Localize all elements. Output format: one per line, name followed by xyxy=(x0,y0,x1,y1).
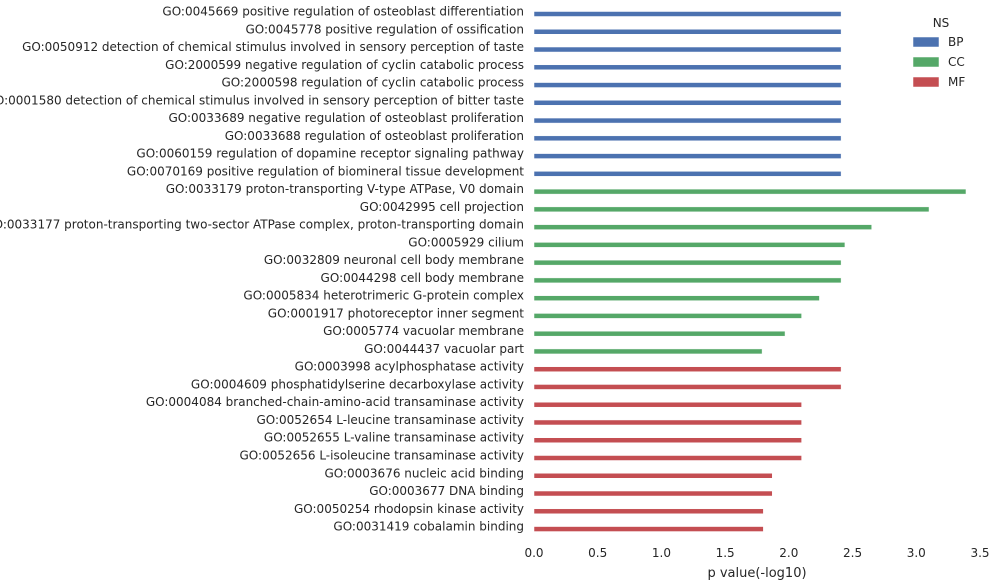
bar-cc xyxy=(533,330,786,337)
bar-mf xyxy=(533,384,842,390)
category-label: GO:0070169 positive regulation of biomin… xyxy=(127,164,524,178)
x-tick-label: 3.0 xyxy=(907,546,926,560)
bar-bp xyxy=(533,64,842,71)
bar-cc xyxy=(533,295,820,301)
bar-cc xyxy=(533,206,930,213)
x-tick-label: 1.5 xyxy=(716,546,735,560)
legend-swatch-bp xyxy=(912,36,940,48)
bar-cc xyxy=(533,277,842,284)
category-label: GO:0003677 DNA binding xyxy=(369,484,524,498)
bar-cc xyxy=(533,188,967,195)
category-label: GO:0050912 detection of chemical stimulu… xyxy=(22,40,524,54)
x-tick-label: 2.5 xyxy=(843,546,862,560)
category-label: GO:0060159 regulation of dopamine recept… xyxy=(136,147,524,161)
bar-bp xyxy=(533,46,842,53)
category-label: GO:0003676 nucleic acid binding xyxy=(324,466,524,480)
category-label: GO:2000599 negative regulation of cyclin… xyxy=(165,58,524,72)
bar-bp xyxy=(533,171,842,177)
legend-swatch-mf xyxy=(912,76,940,88)
bar-bp xyxy=(533,100,842,106)
category-label: GO:0052655 L-valine transaminase activit… xyxy=(264,431,524,445)
legend-label-bp: BP xyxy=(948,35,963,49)
legend-title: NS xyxy=(933,16,950,30)
bar-mf xyxy=(533,437,802,443)
category-label: GO:0004084 branched-chain-amino-acid tra… xyxy=(146,395,524,409)
bar-cc xyxy=(533,313,802,319)
bar-bp xyxy=(533,29,842,35)
bar-cc xyxy=(533,242,846,248)
bar-bp xyxy=(533,82,842,88)
bar-cc xyxy=(533,348,763,355)
bar-bp xyxy=(533,117,842,124)
category-label: GO:0052656 L-isoleucine transaminase act… xyxy=(240,449,525,463)
category-label: GO:0004609 phosphatidylserine decarboxyl… xyxy=(191,377,524,391)
category-label: GO:0005834 heterotrimeric G-protein comp… xyxy=(243,289,524,303)
bar-cc xyxy=(533,224,872,230)
bars-layer xyxy=(533,11,967,532)
category-label: GO:0033688 regulation of osteoblast prol… xyxy=(225,129,524,143)
category-label: GO:0032809 neuronal cell body membrane xyxy=(264,253,524,267)
legend-label-mf: MF xyxy=(948,75,965,89)
category-label: GO:0033177 proton-transporting two-secto… xyxy=(0,218,524,232)
x-tick-label: 1.0 xyxy=(652,546,671,560)
legend-swatch-cc xyxy=(912,56,940,68)
x-tick-label: 0.0 xyxy=(524,546,543,560)
x-axis-label: p value(-log10) xyxy=(707,566,806,581)
category-label: GO:0045669 positive regulation of osteob… xyxy=(162,5,524,19)
bar-bp xyxy=(533,135,842,142)
x-tick-label: 3.5 xyxy=(970,546,989,560)
category-label: GO:0052654 L-leucine transaminase activi… xyxy=(256,413,524,427)
bar-mf xyxy=(533,508,764,515)
category-label: GO:0042995 cell projection xyxy=(360,200,524,214)
category-label: GO:2000598 regulation of cyclin cataboli… xyxy=(221,76,524,90)
category-label: GO:0033179 proton-transporting V-type AT… xyxy=(166,182,524,196)
category-label: GO:0044437 vacuolar part xyxy=(364,342,524,356)
bar-mf xyxy=(533,419,802,426)
bar-mf xyxy=(533,401,802,408)
x-tick-label: 0.5 xyxy=(588,546,607,560)
category-label: GO:0031419 cobalamin binding xyxy=(333,520,524,534)
category-label: GO:0050254 rhodopsin kinase activity xyxy=(294,502,524,516)
category-label: GO:0033689 negative regulation of osteob… xyxy=(168,111,524,125)
bar-mf xyxy=(533,366,842,372)
legend: NS BP CC MF xyxy=(912,16,965,89)
bar-cc xyxy=(533,259,842,266)
bar-mf xyxy=(533,473,773,479)
bar-mf xyxy=(533,455,802,461)
category-label: GO:0003998 acylphosphatase activity xyxy=(295,360,524,374)
bar-mf xyxy=(533,490,773,497)
bar-bp xyxy=(533,153,842,159)
category-label: GO:0045778 positive regulation of ossifi… xyxy=(245,22,524,36)
category-label: GO:0005929 cilium xyxy=(408,235,524,249)
legend-label-cc: CC xyxy=(948,55,965,69)
x-tick-label: 2.0 xyxy=(779,546,798,560)
bar-mf xyxy=(533,526,764,532)
category-label: GO:0001580 detection of chemical stimulu… xyxy=(0,93,524,107)
category-label: GO:0044298 cell body membrane xyxy=(321,271,524,285)
category-label: GO:0001917 photoreceptor inner segment xyxy=(268,306,524,320)
x-axis-ticks: 0.0 0.5 1.0 1.5 2.0 2.5 3.0 3.5 xyxy=(524,546,989,560)
category-label: GO:0005774 vacuolar membrane xyxy=(323,324,524,338)
bar-bp xyxy=(533,11,842,17)
category-labels: GO:0045669 positive regulation of osteob… xyxy=(0,5,524,534)
